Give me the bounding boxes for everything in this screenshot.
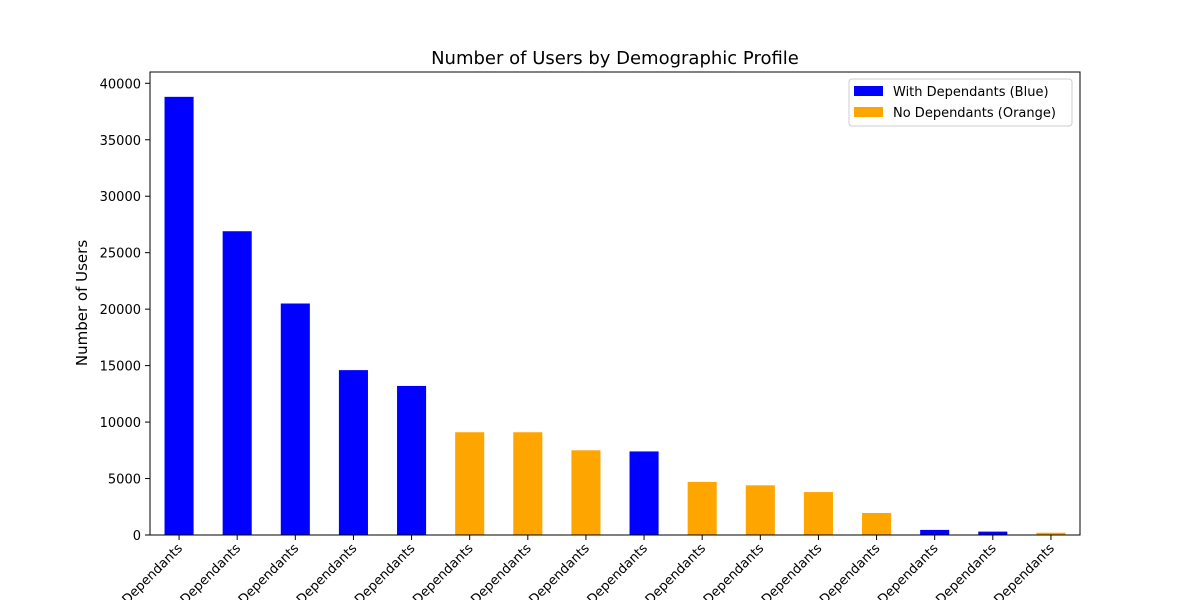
legend-swatch [854,86,883,96]
bar [978,531,1008,535]
bar [629,451,659,535]
x-tick-label: Dependants [410,541,477,600]
y-tick-label: 30000 [100,190,141,205]
legend-swatch [854,107,883,117]
y-tick-label: 35000 [100,134,141,149]
y-tick-label: 0 [133,529,141,544]
x-tick-label: Dependants [643,541,710,600]
bar [397,385,427,535]
x-tick-label: Dependants [933,541,1000,600]
x-axis: DependantsDependantsDependantsDependants… [120,535,1058,600]
x-tick-label: Dependants [991,541,1058,600]
bar [338,370,368,535]
legend-label: With Dependants (Blue) [893,85,1049,100]
bar [455,432,485,535]
bar [862,512,892,535]
x-tick-label: Dependants [817,541,884,600]
y-tick-label: 15000 [100,360,141,375]
x-tick-label: Dependants [294,541,361,600]
x-tick-label: Dependants [236,541,303,600]
bars-group [164,96,1066,536]
x-tick-label: Dependants [701,541,768,600]
bar [687,481,717,535]
x-tick-label: Dependants [468,541,535,600]
y-tick-label: 40000 [100,77,141,92]
bar [571,450,601,535]
y-axis-label: Number of Users [73,240,91,366]
plot-frame [149,71,1081,536]
chart-title: Number of Users by Demographic Profile [431,48,799,69]
x-tick-label: Dependants [759,541,826,600]
x-tick-label: Dependants [120,541,187,600]
y-axis: 0 5000 10000 15000 20000 25000 30000 35000 40000 [100,77,150,544]
x-tick-label: Dependants [352,541,419,600]
y-tick-label: 5000 [108,473,141,488]
bar [164,96,194,535]
bar [920,529,950,535]
x-tick-label: Dependants [875,541,942,600]
y-tick-label: 20000 [100,303,141,318]
legend-label: No Dependants (Orange) [893,106,1056,121]
bar [803,492,833,535]
y-tick-label: 10000 [100,416,141,431]
x-tick-label: Dependants [178,541,245,600]
bar [222,231,252,536]
legend: With Dependants (Blue) No Dependants (Ora… [848,78,1073,127]
bar [1036,532,1066,535]
x-tick-label: Dependants [526,541,593,600]
legend-box [848,78,1073,127]
x-tick-label: Dependants [585,541,652,600]
bar [745,485,775,535]
bar [513,432,543,535]
bar [280,303,310,535]
y-tick-label: 25000 [100,247,141,262]
